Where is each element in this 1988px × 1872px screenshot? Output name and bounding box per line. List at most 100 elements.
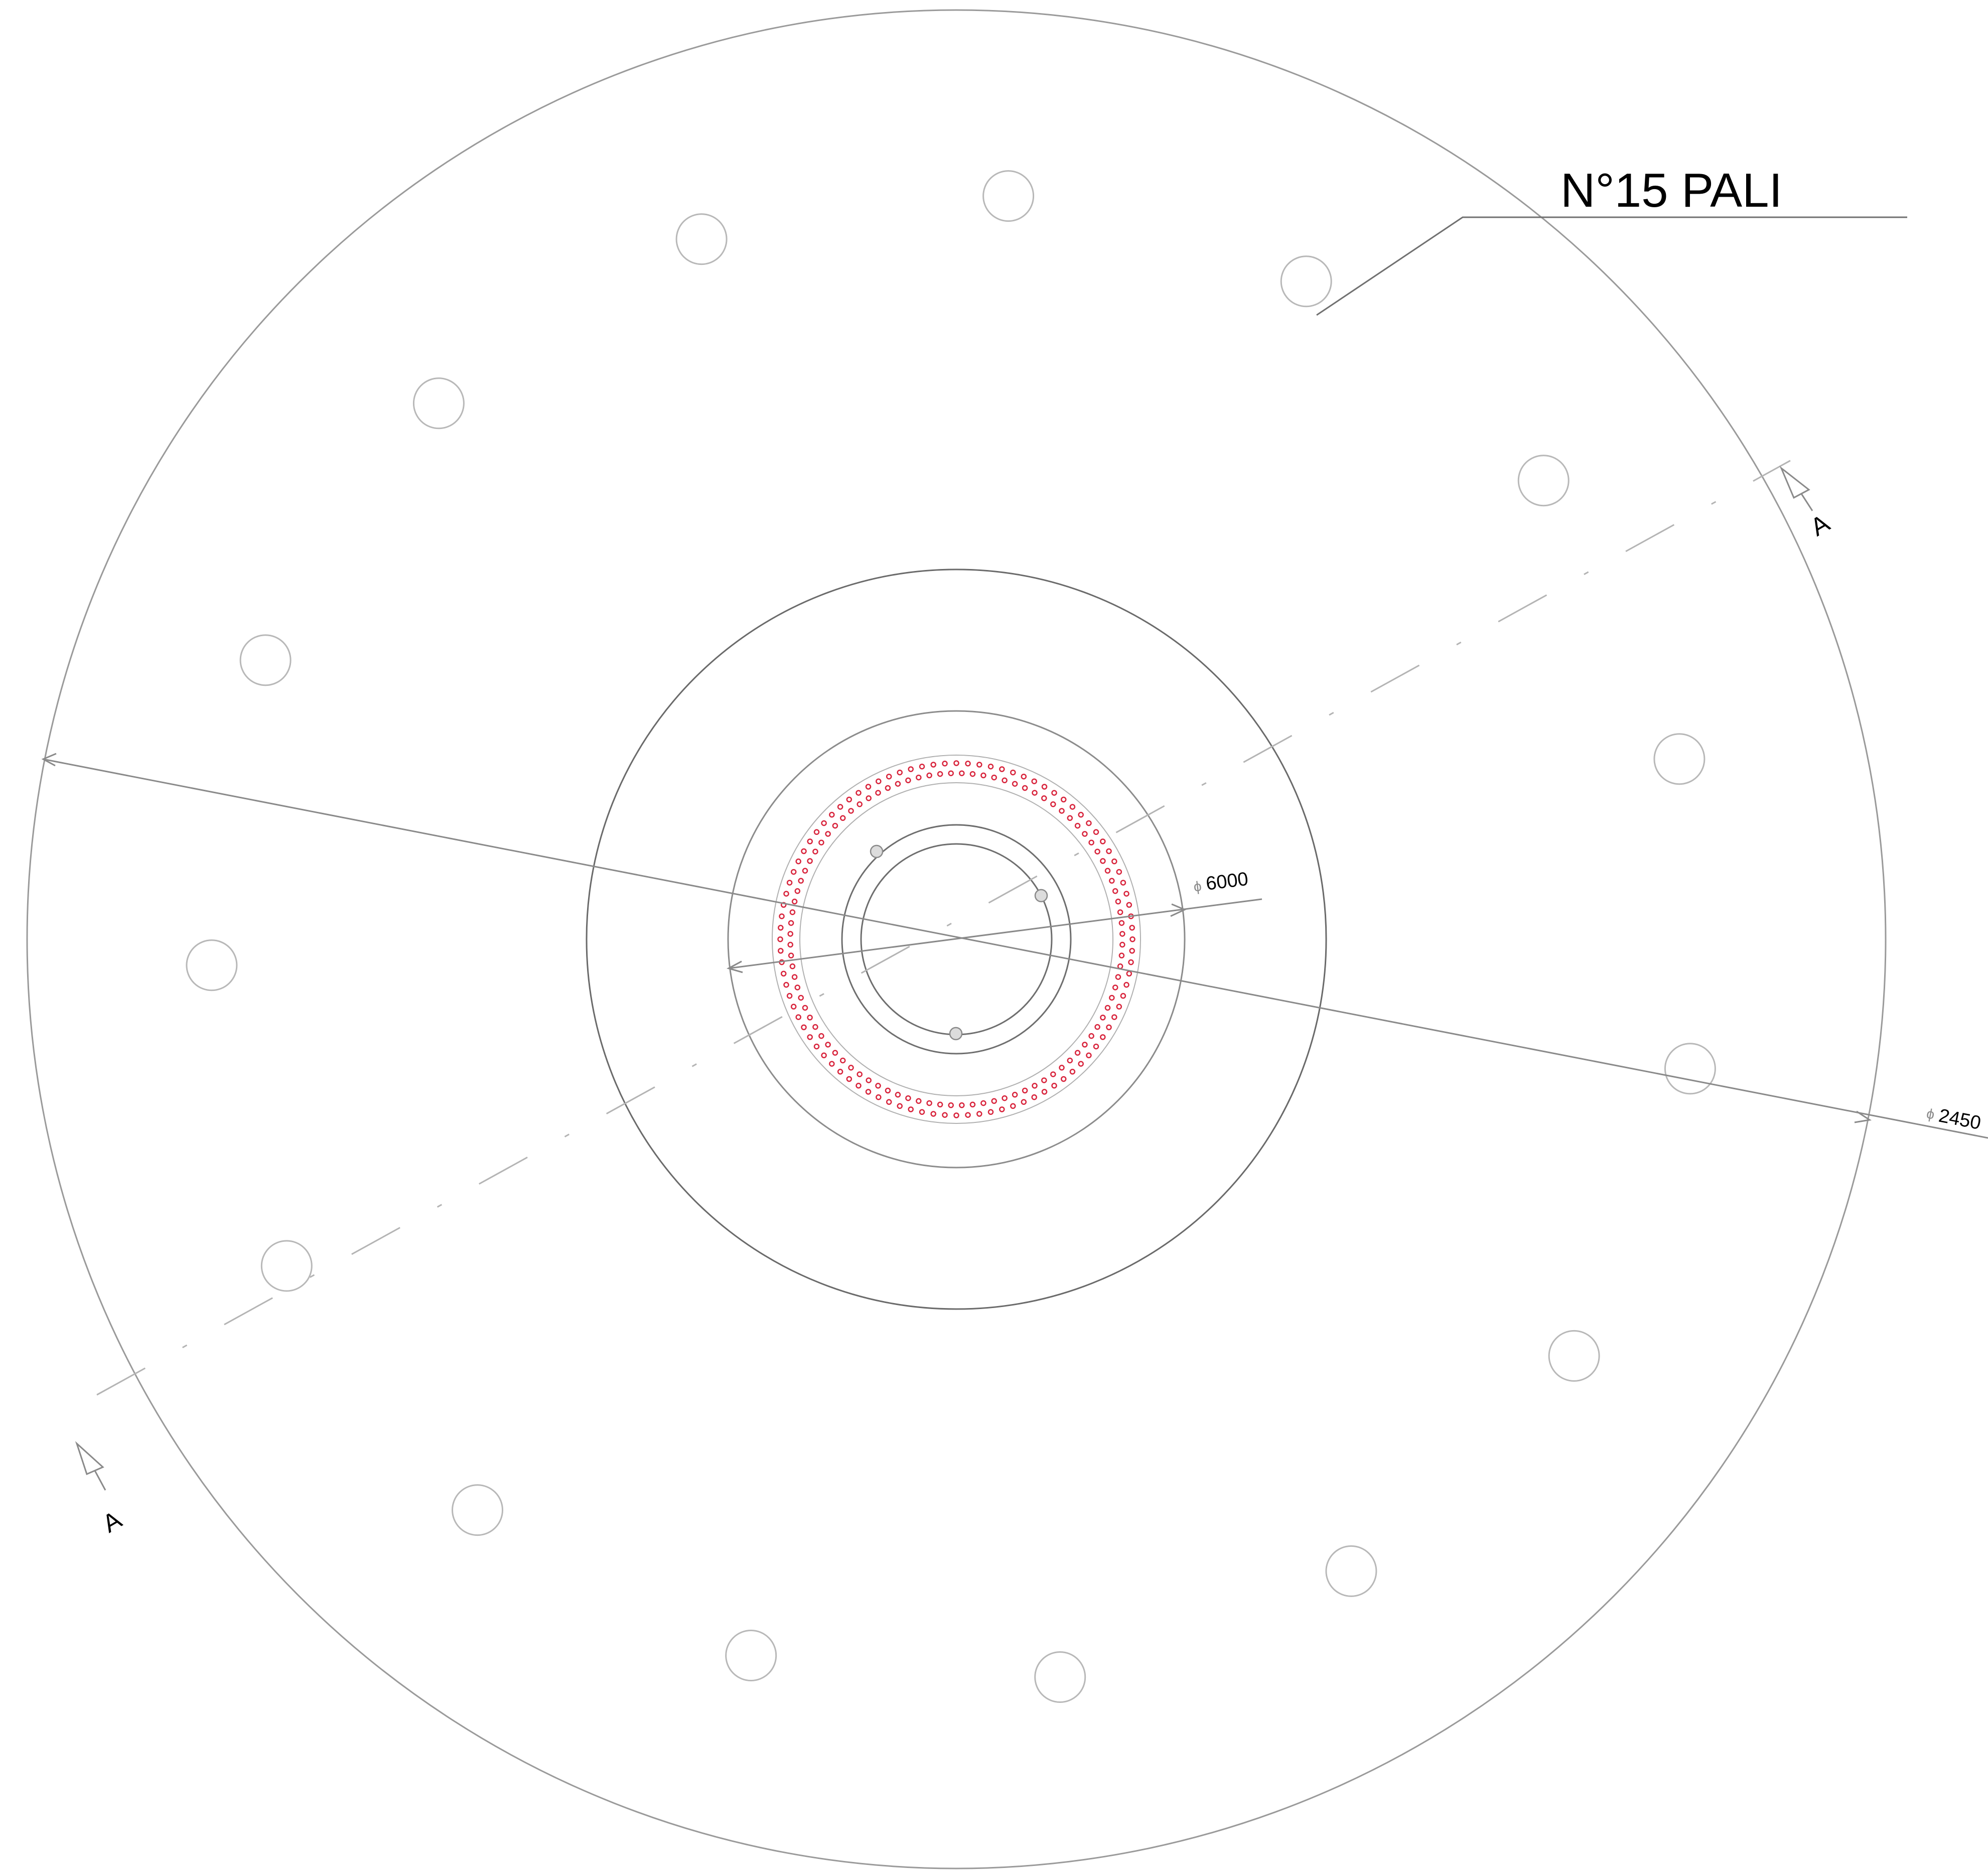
rebar-dot (791, 899, 798, 905)
rebar-dot (778, 925, 784, 931)
rebar-dot (1100, 1034, 1106, 1040)
rebar-dot (1123, 891, 1129, 897)
rebar-dot (1067, 815, 1073, 821)
section-arrow-stem-bottom-left (94, 1470, 106, 1491)
rebar-dot (1022, 785, 1028, 791)
rebar-dot (1117, 909, 1123, 915)
rebar-dot (1012, 1092, 1018, 1098)
rebar-dot (1129, 936, 1135, 942)
rebar-dot (1129, 925, 1135, 931)
rebar-dot (959, 770, 965, 776)
rebar-dot (1104, 868, 1111, 874)
rebar-dot (1060, 1076, 1067, 1082)
outer-foundation-circle (26, 9, 1887, 1869)
rebar-dot (1116, 869, 1122, 875)
anchor-bolt (1034, 889, 1048, 903)
outer-diameter-arrow-left (41, 753, 57, 767)
rebar-dot (839, 1057, 846, 1064)
rebar-dot (801, 848, 807, 854)
rebar-dot (1109, 994, 1115, 1001)
rebar-dot (1128, 959, 1134, 965)
rebar-dot (807, 1015, 813, 1021)
rebar-dot (953, 760, 959, 766)
rebar-dot (783, 982, 789, 988)
rebar-dot (953, 1112, 959, 1118)
rebar-dot (848, 1065, 854, 1071)
rebar-dot (1119, 931, 1125, 937)
rebar-dot (1109, 878, 1115, 884)
rebar-dot (794, 984, 801, 990)
rebar-dot (1021, 1099, 1027, 1105)
rebar-dot (1051, 1083, 1057, 1089)
rebar-dot (926, 1100, 932, 1106)
section-mark-top-right: A (1806, 509, 1834, 541)
rebar-dot (794, 888, 801, 894)
rebar-dot (1112, 888, 1118, 894)
rebar-dot (783, 891, 789, 897)
rebar-dot (926, 772, 932, 779)
rebar-dot (1116, 1003, 1122, 1010)
rebar-dot (795, 1014, 801, 1020)
rebar-dot (807, 838, 813, 844)
rebar-dot (919, 763, 925, 770)
rebar-dot (1051, 790, 1057, 796)
rebar-dot (848, 808, 854, 814)
rebar-dot (999, 1106, 1005, 1112)
callout-pile-count: N°15 PALI (1560, 164, 1782, 217)
rebar-dot (1041, 1089, 1048, 1095)
rebar-dot (959, 1102, 965, 1108)
rebar-dot (948, 770, 954, 776)
rebar-dot (807, 1034, 813, 1040)
rebar-dot (1031, 778, 1037, 784)
rebar-dot (1078, 812, 1084, 818)
rebar-dot (1104, 1004, 1111, 1011)
rebar-dot (813, 829, 820, 835)
rebar-dot (798, 878, 804, 884)
rebar-dot (791, 974, 798, 980)
rebar-dot (1022, 1087, 1028, 1094)
rebar-dot (777, 936, 783, 942)
rebar-dot (991, 774, 997, 781)
rebar-dot (1106, 1024, 1112, 1031)
rebar-dot (999, 766, 1005, 772)
rebar-dot (1126, 970, 1132, 977)
rebar-dot (948, 1102, 954, 1108)
rebar-dot (786, 880, 793, 886)
inner-diameter-arrow-left (727, 960, 743, 973)
rebar-dot (919, 1109, 925, 1115)
pile-circle (1280, 255, 1332, 308)
rebar-dot (1050, 801, 1056, 807)
rebar-dot (790, 869, 797, 875)
rebar-dot (866, 1077, 872, 1083)
rebar-dot (1059, 1065, 1065, 1071)
rebar-dot (813, 1043, 820, 1050)
rebar-dot (1031, 1094, 1037, 1100)
rebar-dot (789, 909, 796, 915)
rebar-dot (1050, 1071, 1056, 1077)
rebar-dot (865, 1089, 872, 1095)
rebar-dot (1126, 902, 1132, 908)
rebar-dot (789, 963, 796, 969)
rebar-dot (802, 868, 808, 874)
shaft-circle-outer (841, 824, 1072, 1055)
rebar-dot (876, 778, 882, 784)
rebar-dot (930, 762, 936, 768)
rebar-dot (1069, 1069, 1076, 1075)
rebar-dot (788, 952, 794, 959)
rebar-dot (1074, 822, 1081, 829)
rebar-dot (1123, 982, 1129, 988)
rebar-dot (1082, 831, 1088, 837)
rebar-dot (846, 796, 853, 803)
inner-diameter-phi: ϕ (1193, 878, 1202, 895)
rebar-dot (908, 1106, 914, 1112)
rebar-dot (1074, 1050, 1081, 1056)
rebar-dot (942, 761, 948, 767)
rebar-dot (856, 1083, 862, 1089)
rebar-dot (1129, 948, 1135, 954)
rebar-dot (1010, 769, 1016, 776)
rebar-dot (802, 1004, 808, 1011)
rebar-dot (837, 1069, 843, 1075)
rebar-dot (795, 858, 801, 865)
anchor-bolt (870, 844, 884, 858)
